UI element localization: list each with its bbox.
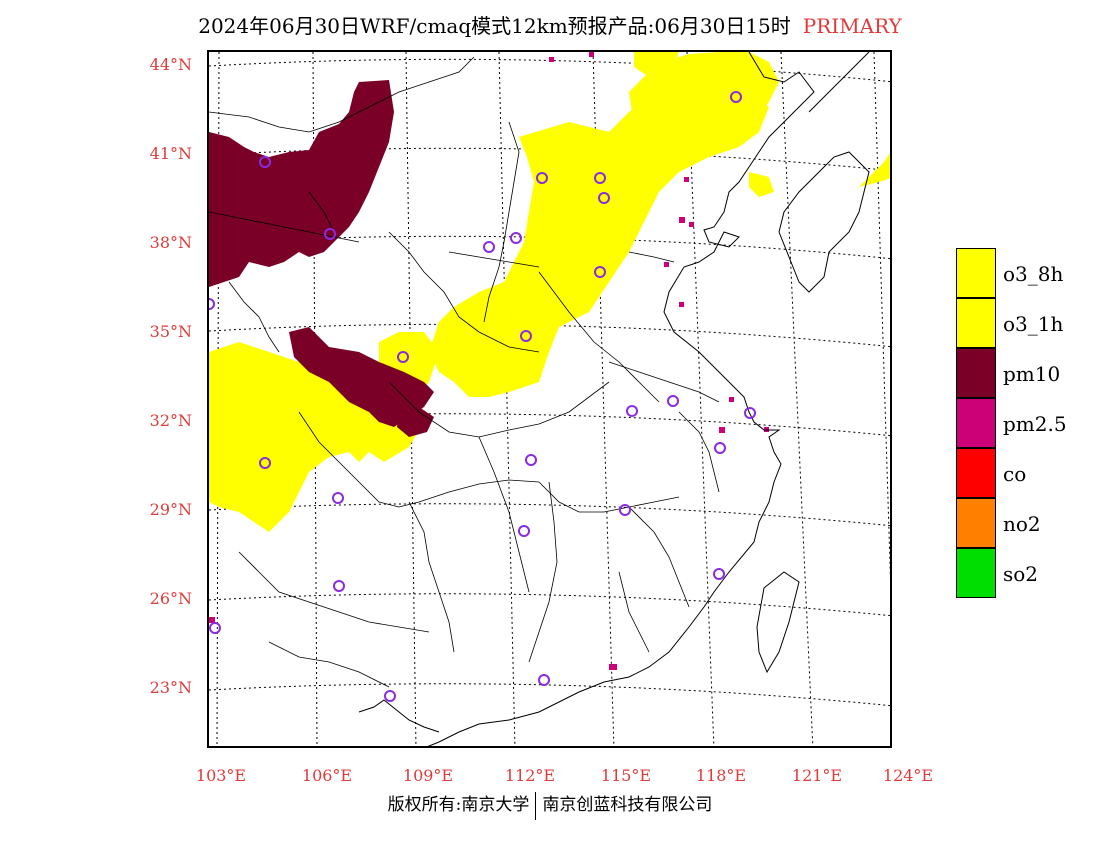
station-markers — [209, 91, 756, 702]
footer-right: 南京创蓝科技有限公司 — [542, 795, 713, 815]
lat-label-35: 35°N — [149, 322, 192, 341]
legend-label: pm2.5 — [1003, 412, 1067, 436]
lon-label-118: 118°E — [695, 766, 747, 785]
lat-label-26: 26°N — [149, 589, 192, 608]
pollutant-legend: o3_8h o3_1h pm10 pm2.5 co no2 so2 — [956, 248, 1100, 598]
title-main: 2024年06月30日WRF/cmaq模式12km预报产品:06月30日15时 — [198, 14, 791, 38]
footer-separator — [535, 791, 537, 820]
legend-item-o3-8h: o3_8h — [956, 248, 1100, 298]
lon-label-115: 115°E — [600, 766, 652, 785]
lon-label-109: 109°E — [402, 766, 454, 785]
map-canvas — [209, 52, 890, 746]
page-title: 2024年06月30日WRF/cmaq模式12km预报产品:06月30日15时 P… — [0, 10, 1100, 39]
copyright-footer: 版权所有:南京大学 南京创蓝科技有限公司 — [0, 790, 1100, 820]
legend-label: o3_8h — [1003, 262, 1064, 286]
legend-swatch — [956, 298, 996, 348]
lat-label-41: 41°N — [149, 144, 192, 163]
lon-label-106: 106°E — [301, 766, 353, 785]
lat-label-29: 29°N — [149, 500, 192, 519]
legend-item-o3-1h: o3_1h — [956, 298, 1100, 348]
forecast-map[interactable] — [207, 50, 892, 748]
pm10-regions — [209, 80, 434, 437]
coastline — [358, 52, 870, 746]
legend-swatch — [956, 498, 996, 548]
legend-swatch — [956, 348, 996, 398]
pm25-specks — [209, 52, 769, 670]
lon-label-124: 124°E — [882, 766, 934, 785]
legend-item-pm25: pm2.5 — [956, 398, 1100, 448]
lon-label-112: 112°E — [504, 766, 556, 785]
legend-swatch — [956, 398, 996, 448]
legend-swatch — [956, 548, 996, 598]
legend-label: so2 — [1003, 562, 1039, 586]
legend-item-co: co — [956, 448, 1100, 498]
o3-regions — [209, 52, 890, 532]
lon-label-121: 121°E — [791, 766, 843, 785]
lat-label-44: 44°N — [149, 55, 192, 74]
lat-label-23: 23°N — [149, 678, 192, 697]
title-tag: PRIMARY — [802, 14, 902, 38]
footer-left: 版权所有:南京大学 — [387, 795, 530, 815]
lon-label-103: 103°E — [195, 766, 247, 785]
legend-item-pm10: pm10 — [956, 348, 1100, 398]
legend-label: o3_1h — [1003, 312, 1064, 336]
legend-item-no2: no2 — [956, 498, 1100, 548]
legend-label: pm10 — [1003, 362, 1061, 386]
legend-swatch — [956, 448, 996, 498]
legend-swatch — [956, 248, 996, 298]
legend-label: co — [1003, 462, 1027, 486]
lat-label-38: 38°N — [149, 233, 192, 252]
lat-label-32: 32°N — [149, 411, 192, 430]
province-borders — [209, 56, 720, 688]
legend-label: no2 — [1003, 512, 1041, 536]
legend-item-so2: so2 — [956, 548, 1100, 598]
